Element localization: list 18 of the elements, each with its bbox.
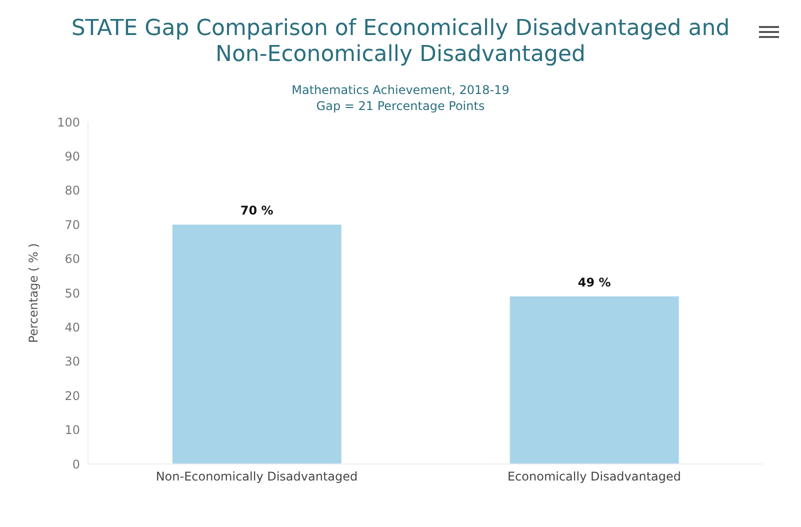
y-tick-label: 10 [64, 423, 80, 438]
y-tick-label: 50 [64, 286, 80, 300]
y-tick-label: 20 [64, 388, 80, 403]
y-tick-label: 0 [72, 457, 80, 472]
y-axis-title: Percentage ( % ) [26, 243, 40, 343]
y-tick-label: 80 [64, 184, 80, 198]
x-tick-label: Non-Economically Disadvantaged [156, 470, 358, 484]
x-tick-label: Economically Disadvantaged [507, 470, 682, 484]
data-label: 49 % [578, 275, 611, 290]
chart-title: STATE Gap Comparison of Economically Disadvantaged and Non-Economically Disadvantaged [70, 15, 731, 68]
y-tick-label: 30 [64, 354, 80, 369]
y-tick-label: 40 [64, 320, 80, 334]
chart-subtitle: Mathematics Achievement, 2018-19 Gap = 21 Percentage Points [290, 82, 510, 114]
y-tick-label: 60 [64, 252, 80, 266]
y-tick-label: 100 [57, 115, 80, 130]
y-tick-label: 70 [64, 218, 80, 232]
y-tick-label: 90 [64, 149, 80, 164]
data-label: 70 % [240, 204, 274, 218]
